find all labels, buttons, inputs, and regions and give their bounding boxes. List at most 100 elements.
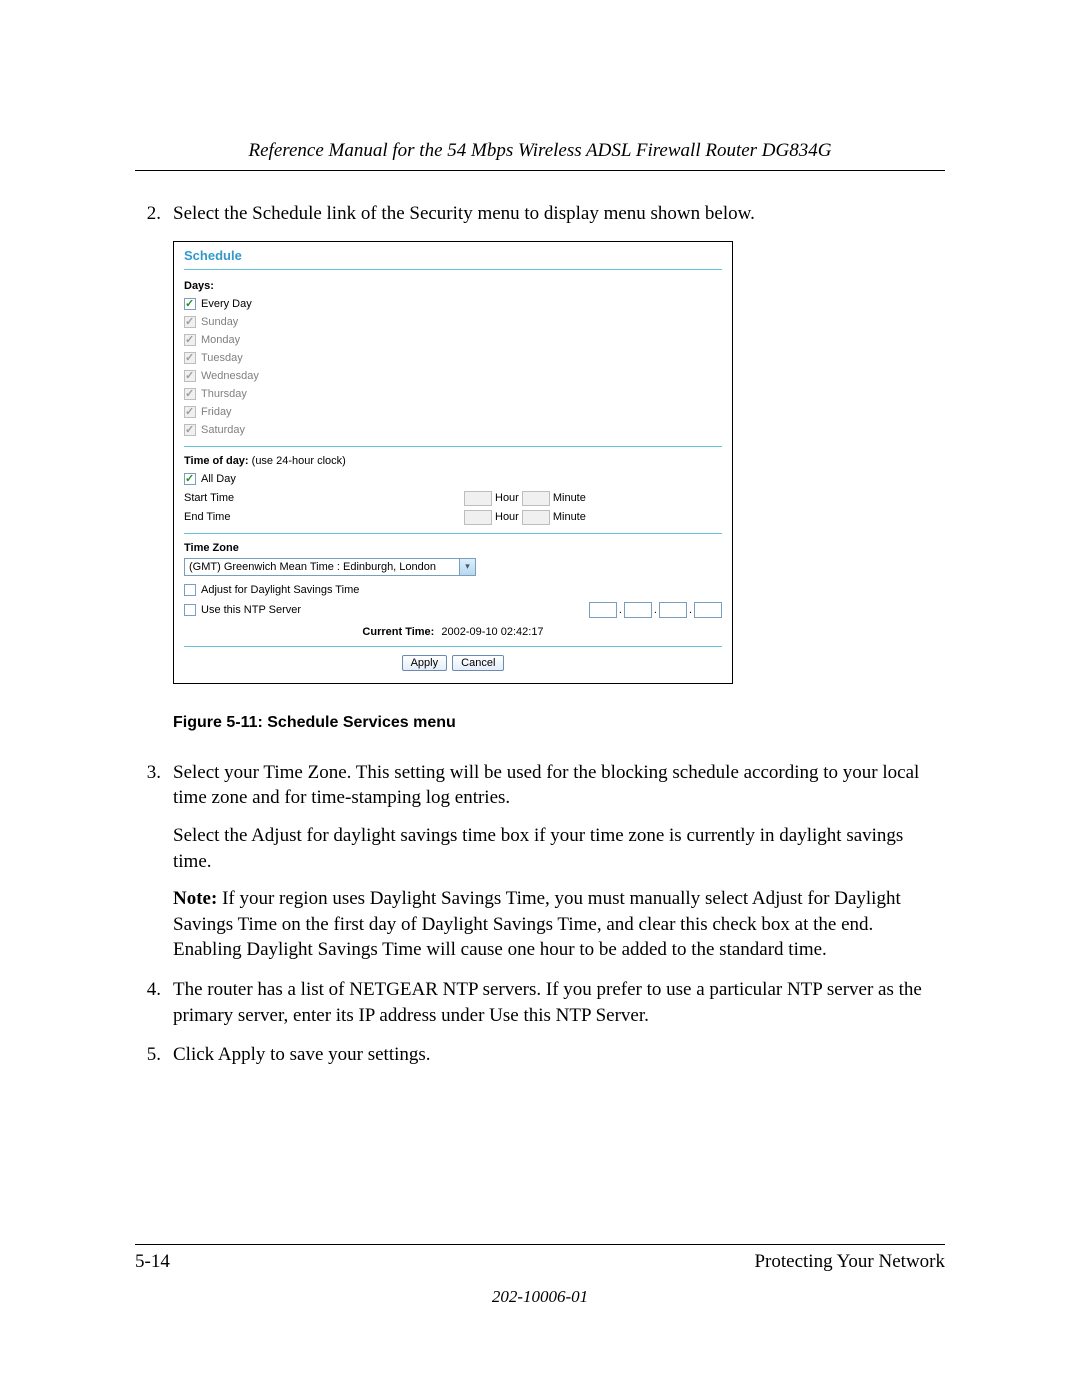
hour-label-2: Hour <box>495 511 519 523</box>
days-label: Days: <box>184 280 722 292</box>
thursday-checkbox[interactable] <box>184 388 196 400</box>
start-time-label: Start Time <box>184 492 464 504</box>
all-day-label: All Day <box>201 471 236 487</box>
figure-caption: Figure 5-11: Schedule Services menu <box>173 714 945 732</box>
end-hour-input[interactable] <box>464 510 492 525</box>
hour-label-1: Hour <box>495 492 519 504</box>
tod-label-text: Time of day: <box>184 455 249 467</box>
tuesday-checkbox[interactable] <box>184 352 196 364</box>
dst-row: Adjust for Daylight Savings Time <box>184 582 722 598</box>
ntp-ip-1[interactable] <box>589 602 617 618</box>
friday-checkbox[interactable] <box>184 406 196 418</box>
all-day-checkbox[interactable] <box>184 473 196 485</box>
button-row: Apply Cancel <box>184 655 722 671</box>
step-5-number: 5. <box>135 1042 173 1068</box>
panel-rule-3 <box>184 533 722 534</box>
apply-button[interactable]: Apply <box>402 655 448 671</box>
monday-checkbox[interactable] <box>184 334 196 346</box>
tz-label: Time Zone <box>184 542 722 554</box>
note-body: If your region uses Daylight Savings Tim… <box>173 888 901 960</box>
step-3-body: Select your Time Zone. This setting will… <box>173 760 945 963</box>
saturday-row: Saturday <box>184 422 722 438</box>
start-hour-input[interactable] <box>464 491 492 506</box>
current-time-label: Current Time: <box>362 626 434 638</box>
note-label: Note: <box>173 888 217 909</box>
step-4-text: The router has a list of NETGEAR NTP ser… <box>173 977 945 1028</box>
saturday-label: Saturday <box>201 422 245 438</box>
dst-label: Adjust for Daylight Savings Time <box>201 582 359 598</box>
step-3: 3. Select your Time Zone. This setting w… <box>135 760 945 963</box>
end-time-inputs: Hour Minute <box>464 510 586 525</box>
ntp-ip-2[interactable] <box>624 602 652 618</box>
minute-label-2: Minute <box>553 511 586 523</box>
schedule-panel: Schedule Days: Every Day Sunday Monday T… <box>173 241 733 684</box>
step-4: 4. The router has a list of NETGEAR NTP … <box>135 977 945 1028</box>
end-time-row: End Time Hour Minute <box>184 510 722 525</box>
step-4-number: 4. <box>135 977 173 1028</box>
wednesday-row: Wednesday <box>184 368 722 384</box>
tod-hint: (use 24-hour clock) <box>249 455 346 467</box>
tuesday-label: Tuesday <box>201 350 243 366</box>
doc-number: 202-10006-01 <box>135 1287 945 1307</box>
timezone-value: (GMT) Greenwich Mean Time : Edinburgh, L… <box>185 561 459 573</box>
thursday-row: Thursday <box>184 386 722 402</box>
monday-row: Monday <box>184 332 722 348</box>
step-5-body: Click Apply to save your settings. <box>173 1042 945 1068</box>
every-day-row: Every Day <box>184 296 722 312</box>
ntp-checkbox[interactable] <box>184 604 196 616</box>
step-3-number: 3. <box>135 760 173 963</box>
monday-label: Monday <box>201 332 240 348</box>
step-4-body: The router has a list of NETGEAR NTP ser… <box>173 977 945 1028</box>
step-3-p2: Select the Adjust for daylight savings t… <box>173 823 945 874</box>
cancel-button[interactable]: Cancel <box>452 655 504 671</box>
step-2-body: Select the Schedule link of the Security… <box>173 201 945 227</box>
every-day-checkbox[interactable] <box>184 298 196 310</box>
page-footer: 5-14 Protecting Your Network 202-10006-0… <box>135 1244 945 1307</box>
start-time-inputs: Hour Minute <box>464 491 586 506</box>
footer-row: 5-14 Protecting Your Network <box>135 1251 945 1273</box>
friday-row: Friday <box>184 404 722 420</box>
timezone-select[interactable]: (GMT) Greenwich Mean Time : Edinburgh, L… <box>184 558 476 576</box>
ntp-ip-4[interactable] <box>694 602 722 618</box>
all-day-row: All Day <box>184 471 722 487</box>
manual-header-title: Reference Manual for the 54 Mbps Wireles… <box>135 140 945 162</box>
page: Reference Manual for the 54 Mbps Wireles… <box>0 0 1080 1397</box>
panel-rule-2 <box>184 446 722 447</box>
friday-label: Friday <box>201 404 232 420</box>
wednesday-label: Wednesday <box>201 368 259 384</box>
step-3-note: Note: If your region uses Daylight Savin… <box>173 886 945 963</box>
sunday-checkbox[interactable] <box>184 316 196 328</box>
step-3-p1: Select your Time Zone. This setting will… <box>173 760 945 811</box>
step-2-text: Select the Schedule link of the Security… <box>173 201 945 227</box>
every-day-label: Every Day <box>201 296 252 312</box>
thursday-label: Thursday <box>201 386 247 402</box>
current-time-value: 2002-09-10 02:42:17 <box>441 626 543 638</box>
step-5: 5. Click Apply to save your settings. <box>135 1042 945 1068</box>
panel-rule-4 <box>184 646 722 647</box>
figure-5-11: Schedule Days: Every Day Sunday Monday T… <box>173 241 945 732</box>
wednesday-checkbox[interactable] <box>184 370 196 382</box>
ntp-row: Use this NTP Server . . . <box>184 602 722 618</box>
chevron-down-icon[interactable]: ▾ <box>459 559 475 575</box>
step-2: 2. Select the Schedule link of the Secur… <box>135 201 945 227</box>
dst-checkbox[interactable] <box>184 584 196 596</box>
panel-title: Schedule <box>184 248 722 263</box>
section-title: Protecting Your Network <box>754 1251 945 1273</box>
end-minute-input[interactable] <box>522 510 550 525</box>
ntp-ip-3[interactable] <box>659 602 687 618</box>
end-time-label: End Time <box>184 511 464 523</box>
ntp-label: Use this NTP Server <box>201 604 301 616</box>
tod-label: Time of day: (use 24-hour clock) <box>184 455 722 467</box>
current-time: Current Time: 2002-09-10 02:42:17 <box>184 626 722 638</box>
header-rule <box>135 170 945 171</box>
step-5-text: Click Apply to save your settings. <box>173 1042 945 1068</box>
step-2-number: 2. <box>135 201 173 227</box>
panel-rule-1 <box>184 269 722 270</box>
sunday-row: Sunday <box>184 314 722 330</box>
start-minute-input[interactable] <box>522 491 550 506</box>
minute-label-1: Minute <box>553 492 586 504</box>
ntp-left: Use this NTP Server <box>184 604 301 616</box>
page-number: 5-14 <box>135 1251 170 1273</box>
start-time-row: Start Time Hour Minute <box>184 491 722 506</box>
saturday-checkbox[interactable] <box>184 424 196 436</box>
